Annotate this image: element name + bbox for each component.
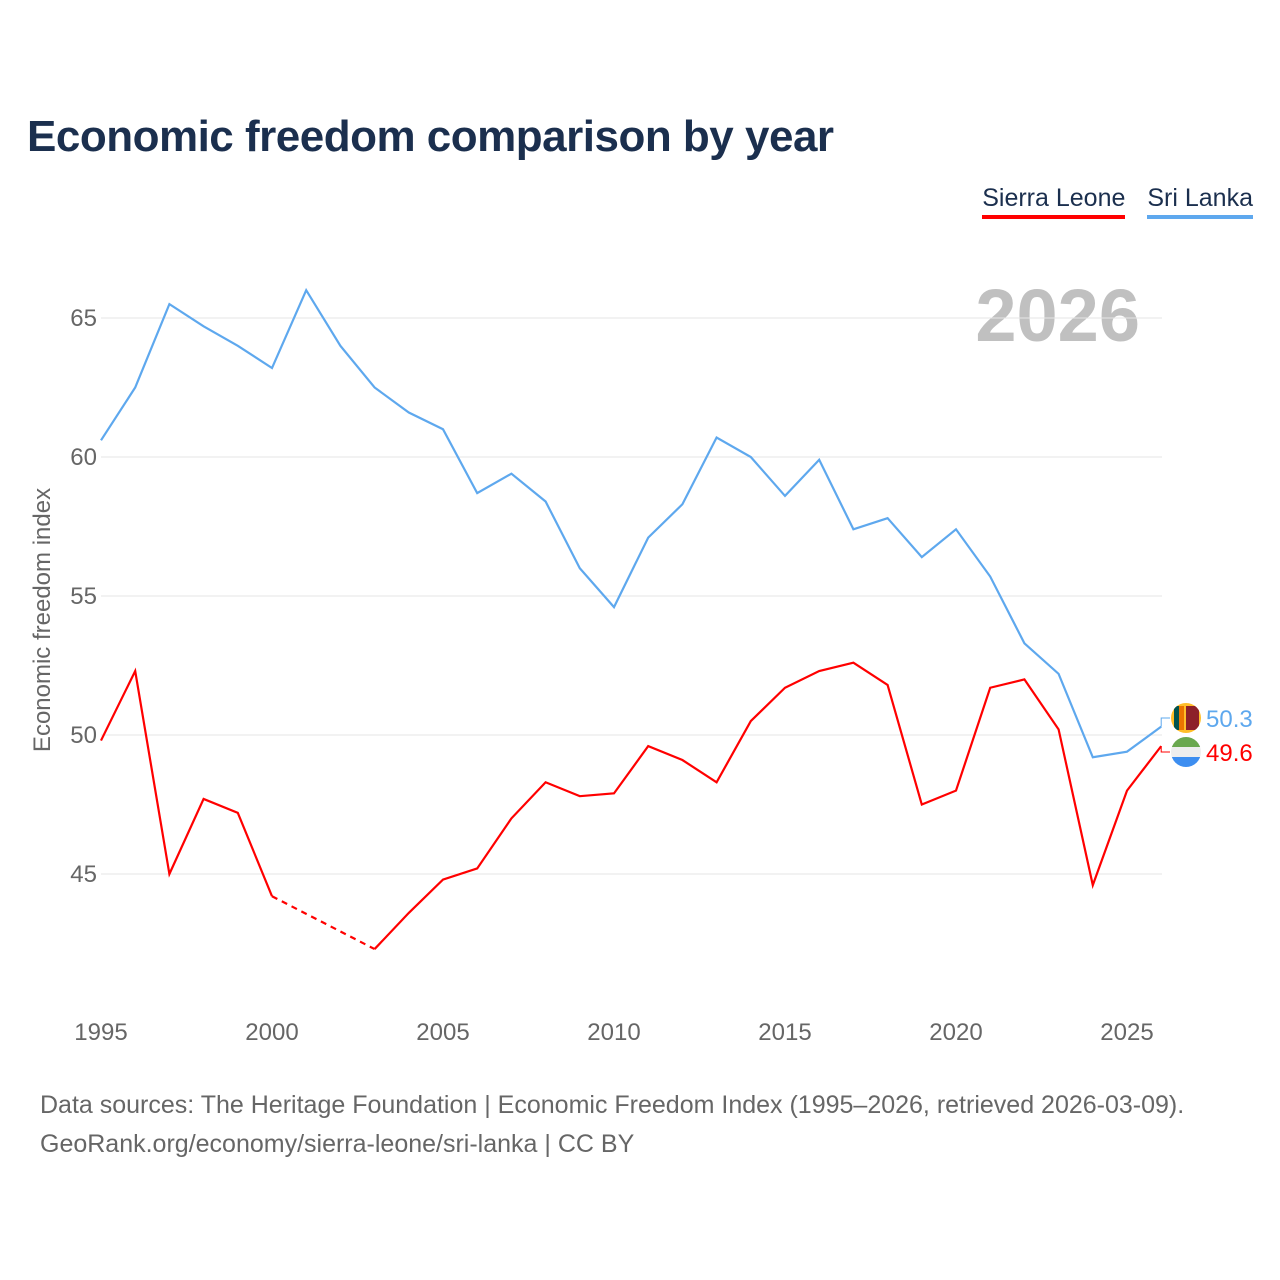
x-tick-label: 2020 — [929, 1019, 982, 1046]
sierra-leone-end-label: 49.6 — [1206, 740, 1253, 767]
x-tick-label: 2010 — [587, 1019, 640, 1046]
sierra-leone-flag-icon — [1171, 737, 1201, 767]
sri-lanka-flag-icon — [1171, 703, 1201, 733]
legend: Sierra Leone Sri Lanka — [982, 184, 1253, 219]
x-tick-label: 2015 — [758, 1019, 811, 1046]
y-tick-label: 65 — [70, 305, 97, 332]
legend-sri-lanka[interactable]: Sri Lanka — [1147, 184, 1253, 219]
year-watermark: 2026 — [975, 274, 1140, 357]
x-tick-label: 2005 — [416, 1019, 469, 1046]
y-tick-label: 50 — [70, 722, 97, 749]
sri-lanka-line — [100, 287, 1162, 759]
sierra-leone-line — [373, 661, 1163, 950]
sierra-leone-connector — [1160, 746, 1170, 753]
y-tick-label: 45 — [70, 861, 97, 888]
x-tick-label: 2000 — [245, 1019, 298, 1046]
footer: Data sources: The Heritage Foundation | … — [40, 1086, 1184, 1164]
sri-lanka-end-label: 50.3 — [1206, 706, 1253, 733]
chart-title: Economic freedom comparison by year — [27, 112, 834, 161]
sierra-leone-line — [100, 667, 274, 897]
x-tick-label: 2025 — [1100, 1019, 1153, 1046]
y-axis-label: Economic freedom index — [29, 488, 56, 752]
sierra-leone-gap-line — [271, 895, 376, 951]
y-tick-label: 55 — [70, 583, 97, 610]
sri-lanka-connector — [1160, 717, 1170, 727]
legend-sierra-leone[interactable]: Sierra Leone — [982, 184, 1126, 219]
source-link[interactable]: GeoRank.org/economy/sierra-leone/sri-lan… — [40, 1130, 635, 1158]
y-tick-label: 60 — [70, 444, 97, 471]
data-source: Data sources: The Heritage Foundation | … — [40, 1091, 1185, 1119]
x-tick-label: 1995 — [74, 1019, 127, 1046]
